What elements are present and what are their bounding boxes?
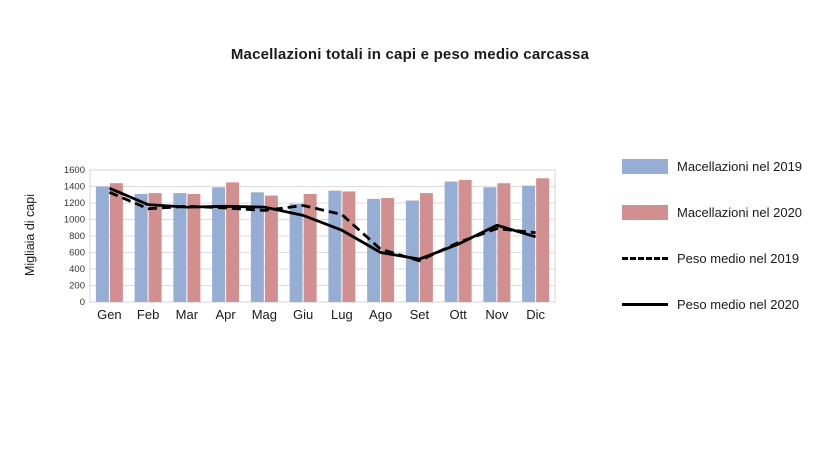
bar-series-1: [264, 195, 278, 302]
bar-series-1: [109, 183, 123, 302]
legend-swatch-dashed-line: [622, 256, 668, 260]
legend-swatch-solid-line: [622, 302, 668, 306]
bar-series-0: [134, 193, 148, 302]
bar-series-1: [536, 178, 550, 302]
y-tick-label: 1600: [64, 165, 85, 176]
bar-series-0: [367, 198, 381, 302]
x-tick-label: Apr: [216, 307, 237, 322]
legend-item-peso-medio-2020: Peso medio nel 2020: [622, 294, 802, 314]
y-tick-label: 800: [69, 231, 85, 242]
legend-label: Peso medio nel 2020: [677, 296, 800, 312]
y-tick-label: 600: [69, 248, 85, 259]
legend-item-macellazioni-2020: Macellazioni nel 2020: [622, 202, 802, 222]
x-tick-label: Feb: [137, 307, 159, 322]
x-tick-label: Lug: [331, 307, 353, 322]
x-tick-label: Ott: [449, 307, 467, 322]
x-tick-label: Gen: [97, 307, 122, 322]
y-tick-label: 200: [69, 281, 85, 292]
legend-label: Macellazioni nel 2019: [677, 158, 803, 174]
x-tick-label: Nov: [485, 307, 509, 322]
y-tick-label: 1400: [64, 182, 85, 193]
x-tick-label: Ago: [369, 307, 392, 322]
x-tick-label: Set: [410, 307, 430, 322]
bar-series-0: [95, 186, 109, 302]
y-tick-label: 0: [80, 297, 85, 308]
bar-series-0: [212, 187, 226, 302]
x-tick-label: Giu: [293, 307, 313, 322]
chart-title: Macellazioni totali in capi e peso medio…: [230, 46, 590, 63]
bar-series-1: [187, 193, 201, 302]
bar-series-0: [289, 203, 303, 302]
legend-label: Peso medio nel 2019: [677, 250, 800, 266]
legend-item-macellazioni-2019: Macellazioni nel 2019: [622, 156, 802, 176]
bar-series-1: [497, 183, 511, 302]
bar-series-0: [250, 192, 264, 302]
x-tick-label: Mag: [252, 307, 277, 322]
y-tick-label: 1200: [64, 198, 85, 209]
legend-item-peso-medio-2019: Peso medio nel 2019: [622, 248, 802, 268]
bar-series-1: [419, 193, 433, 302]
plot-border: [89, 169, 556, 303]
chart-legend: Macellazioni nel 2019 Macellazioni nel 2…: [622, 156, 802, 314]
y-axis-label: Migliaia di capi: [23, 194, 37, 276]
bar-series-0: [405, 200, 419, 302]
y-tick-label: 400: [69, 264, 85, 275]
bar-series-1: [342, 191, 356, 302]
line-series-1: [108, 186, 537, 261]
chart-plot: 0 200 400 600 800 1000 1200 1400 1600 Gen Feb Mar Ap…: [64, 165, 556, 322]
x-tick-label: Dic: [526, 307, 545, 322]
bar-series-0: [173, 193, 187, 302]
bar-series-0: [328, 190, 342, 302]
bar-series-1: [303, 193, 317, 302]
bar-series-0: [444, 181, 458, 302]
legend-label: Macellazioni nel 2020: [677, 204, 803, 220]
legend-swatch-bar-2019: [622, 158, 668, 174]
legend-swatch-bar-2020: [622, 204, 668, 220]
bar-series-1: [148, 193, 162, 302]
bar-series-0: [483, 187, 497, 302]
bar-series-0: [522, 185, 536, 302]
x-tick-label: Mar: [176, 307, 199, 322]
bar-series-1: [226, 182, 240, 302]
y-tick-label: 1000: [64, 215, 85, 226]
